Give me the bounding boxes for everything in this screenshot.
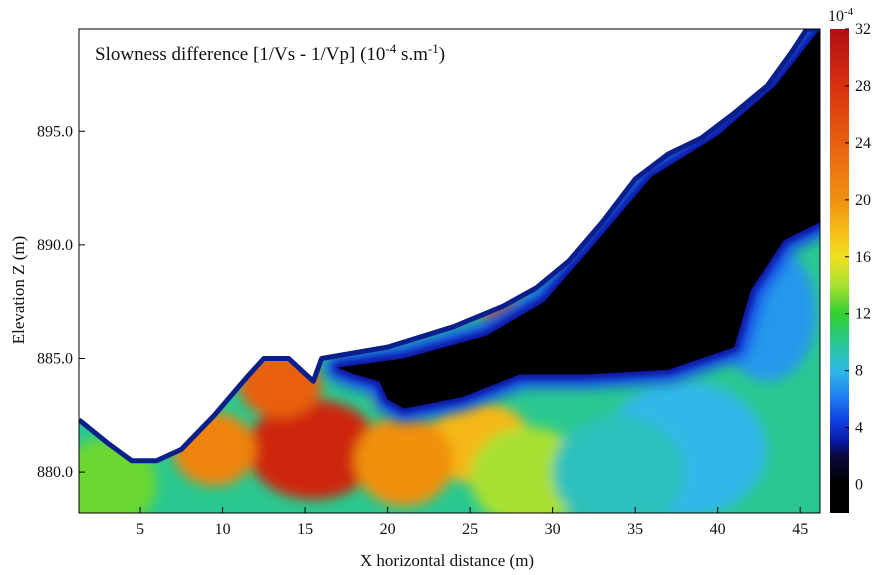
x-tick-label: 40	[710, 521, 726, 538]
y-tick-label: 890.0	[37, 237, 73, 254]
x-axis: 5 10 15 20 25 30 35 40 45	[136, 507, 808, 538]
field-anomaly	[470, 426, 586, 513]
y-axis: 880.0 885.0 890.0 895.0	[37, 123, 85, 481]
plot-frame	[78, 28, 821, 514]
x-tick-label: 45	[792, 521, 808, 538]
field-anomaly	[173, 413, 256, 486]
colorbar-tick-label: 32	[855, 21, 871, 38]
colorbar-tick-label: 16	[855, 249, 871, 266]
chart-title: Slowness difference [1/Vs - 1/Vp] (10-4 …	[95, 41, 445, 65]
y-tick-label: 880.0	[37, 464, 73, 481]
x-tick-label: 20	[380, 521, 396, 538]
x-tick-label: 30	[545, 521, 561, 538]
low-zone	[338, 29, 820, 409]
x-axis-label: X horizontal distance (m)	[360, 551, 534, 570]
colorbar-tick-label: 4	[855, 420, 863, 437]
colorbar-tick-label: 12	[855, 306, 871, 323]
colorbar-scale	[830, 29, 849, 513]
colorbar-tick-label: 24	[855, 135, 871, 152]
ground-surface-line	[79, 29, 820, 464]
colorbar-tick-label: 8	[855, 363, 863, 380]
colorbar-tick-label: 0	[855, 477, 863, 494]
y-axis-label: Elevation Z (m)	[9, 236, 28, 345]
x-tick-label: 5	[136, 521, 144, 538]
colorbar-ticks: 0 4 8 12 16 20 24 28 32	[845, 21, 871, 494]
y-tick-label: 895.0	[37, 123, 73, 140]
x-tick-label: 35	[627, 521, 643, 538]
colorbar: 0 4 8 12 16 20 24 28 32 10-4	[828, 6, 871, 513]
colorbar-multiplier: 10-4	[828, 6, 854, 25]
colorbar-tick-label: 28	[855, 78, 871, 95]
field-anomaly	[354, 415, 454, 507]
colorbar-tick-label: 20	[855, 192, 871, 209]
field-anomaly	[247, 399, 380, 500]
y-tick-label: 885.0	[37, 350, 73, 367]
x-tick-label: 10	[215, 521, 231, 538]
x-tick-label: 15	[297, 521, 313, 538]
plot-area: 5 10 15 20 25 30 35 40 45 880.0 885.0 890.0 895.0	[37, 28, 821, 538]
x-tick-label: 25	[462, 521, 478, 538]
field-anomaly	[552, 415, 685, 513]
field-anomaly	[79, 438, 157, 513]
field-anomaly	[239, 353, 322, 418]
